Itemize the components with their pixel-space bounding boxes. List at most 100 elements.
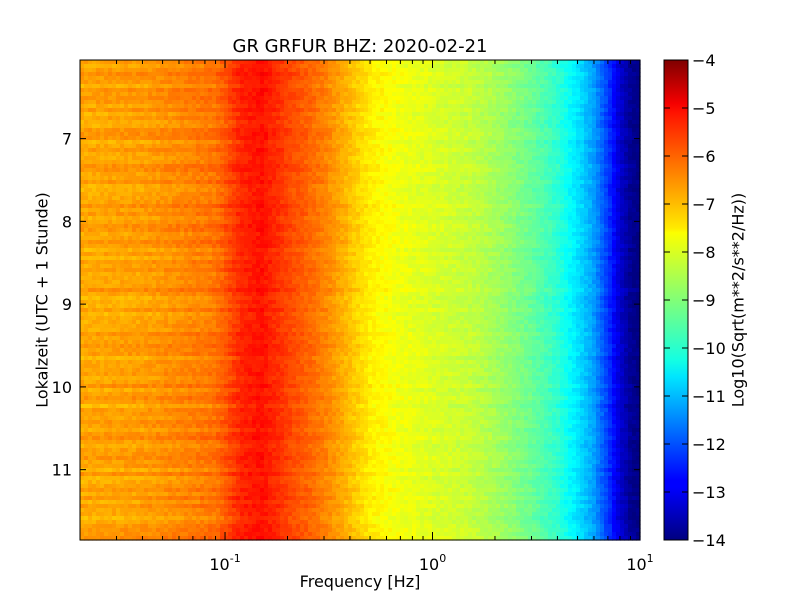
heatmap-cell — [484, 84, 489, 89]
heatmap-cell — [108, 80, 113, 85]
heatmap-cell — [588, 96, 593, 101]
heatmap-cell — [568, 76, 573, 81]
heatmap-cell — [628, 132, 633, 137]
heatmap-cell — [312, 164, 317, 169]
heatmap-cell — [80, 60, 85, 65]
heatmap-cell — [440, 180, 445, 185]
heatmap-cell — [228, 152, 233, 157]
heatmap-cell — [388, 160, 393, 165]
heatmap-cell — [304, 196, 309, 201]
heatmap-cell — [188, 88, 193, 93]
heatmap-cell — [296, 172, 301, 177]
heatmap-cell — [228, 160, 233, 165]
heatmap-cell — [608, 180, 613, 185]
heatmap-cell — [236, 116, 241, 121]
heatmap-cell — [288, 108, 293, 113]
heatmap-cell — [168, 172, 173, 177]
heatmap-cell — [588, 104, 593, 109]
heatmap-cell — [384, 172, 389, 177]
heatmap-cell — [160, 148, 165, 153]
heatmap-cell — [332, 108, 337, 113]
heatmap-cell — [568, 128, 573, 133]
heatmap-cell — [564, 156, 569, 161]
heatmap-cell — [456, 200, 461, 205]
heatmap-cell — [144, 144, 149, 149]
heatmap-cell — [124, 76, 129, 81]
heatmap-cell — [440, 152, 445, 157]
heatmap-cell — [316, 152, 321, 157]
heatmap-cell — [128, 76, 133, 81]
heatmap-cell — [416, 60, 421, 65]
heatmap-cell — [104, 116, 109, 121]
heatmap-cell — [480, 80, 485, 85]
heatmap-cell — [196, 120, 201, 125]
heatmap-cell — [408, 184, 413, 189]
heatmap-cell — [608, 192, 613, 197]
heatmap-cell — [216, 160, 221, 165]
heatmap-cell — [140, 192, 145, 197]
heatmap-cell — [456, 80, 461, 85]
heatmap-cell — [584, 116, 589, 121]
heatmap-cell — [564, 140, 569, 145]
heatmap-cell — [500, 120, 505, 125]
heatmap-cell — [216, 180, 221, 185]
heatmap-cell — [276, 136, 281, 141]
heatmap-cell — [316, 192, 321, 197]
heatmap-cell — [204, 64, 209, 69]
heatmap-cell — [592, 100, 597, 105]
heatmap-cell — [168, 116, 173, 121]
heatmap-cell — [504, 108, 509, 113]
heatmap-cell — [132, 80, 137, 85]
heatmap-cell — [200, 128, 205, 133]
heatmap-cell — [136, 192, 141, 197]
heatmap-cell — [556, 160, 561, 165]
heatmap-cell — [272, 120, 277, 125]
heatmap-cell — [160, 136, 165, 141]
heatmap-cell — [260, 164, 265, 169]
heatmap-cell — [228, 100, 233, 105]
heatmap-cell — [320, 64, 325, 69]
heatmap-cell — [604, 196, 609, 201]
heatmap-cell — [116, 80, 121, 85]
heatmap-cell — [524, 144, 529, 149]
heatmap-cell — [248, 108, 253, 113]
heatmap-cell — [452, 176, 457, 181]
heatmap-cell — [588, 184, 593, 189]
heatmap-cell — [536, 124, 541, 129]
heatmap-cell — [300, 160, 305, 165]
heatmap-cell — [612, 176, 617, 181]
heatmap-cell — [452, 72, 457, 77]
heatmap-cell — [348, 144, 353, 149]
heatmap-cell — [384, 136, 389, 141]
heatmap-cell — [472, 188, 477, 193]
heatmap-cell — [424, 140, 429, 145]
heatmap-cell — [344, 152, 349, 157]
heatmap-cell — [192, 156, 197, 161]
heatmap-cell — [628, 136, 633, 141]
heatmap-cell — [220, 124, 225, 129]
heatmap-cell — [408, 72, 413, 77]
heatmap-cell — [532, 148, 537, 153]
heatmap-cell — [176, 100, 181, 105]
heatmap-cell — [340, 80, 345, 85]
heatmap-cell — [104, 164, 109, 169]
heatmap-cell — [308, 116, 313, 121]
heatmap-cell — [388, 172, 393, 177]
heatmap-cell — [256, 104, 261, 109]
heatmap-cell — [312, 196, 317, 201]
heatmap-cell — [332, 168, 337, 173]
heatmap-cell — [340, 156, 345, 161]
heatmap-cell — [140, 80, 145, 85]
heatmap-cell — [100, 172, 105, 177]
heatmap-cell — [528, 192, 533, 197]
heatmap-cell — [456, 156, 461, 161]
heatmap-cell — [428, 100, 433, 105]
heatmap-cell — [420, 156, 425, 161]
heatmap-cell — [120, 164, 125, 169]
heatmap-cell — [476, 144, 481, 149]
heatmap-cell — [460, 176, 465, 181]
heatmap-cell — [88, 88, 93, 93]
heatmap-cell — [448, 104, 453, 109]
heatmap-cell — [616, 112, 621, 117]
heatmap-cell — [236, 92, 241, 97]
